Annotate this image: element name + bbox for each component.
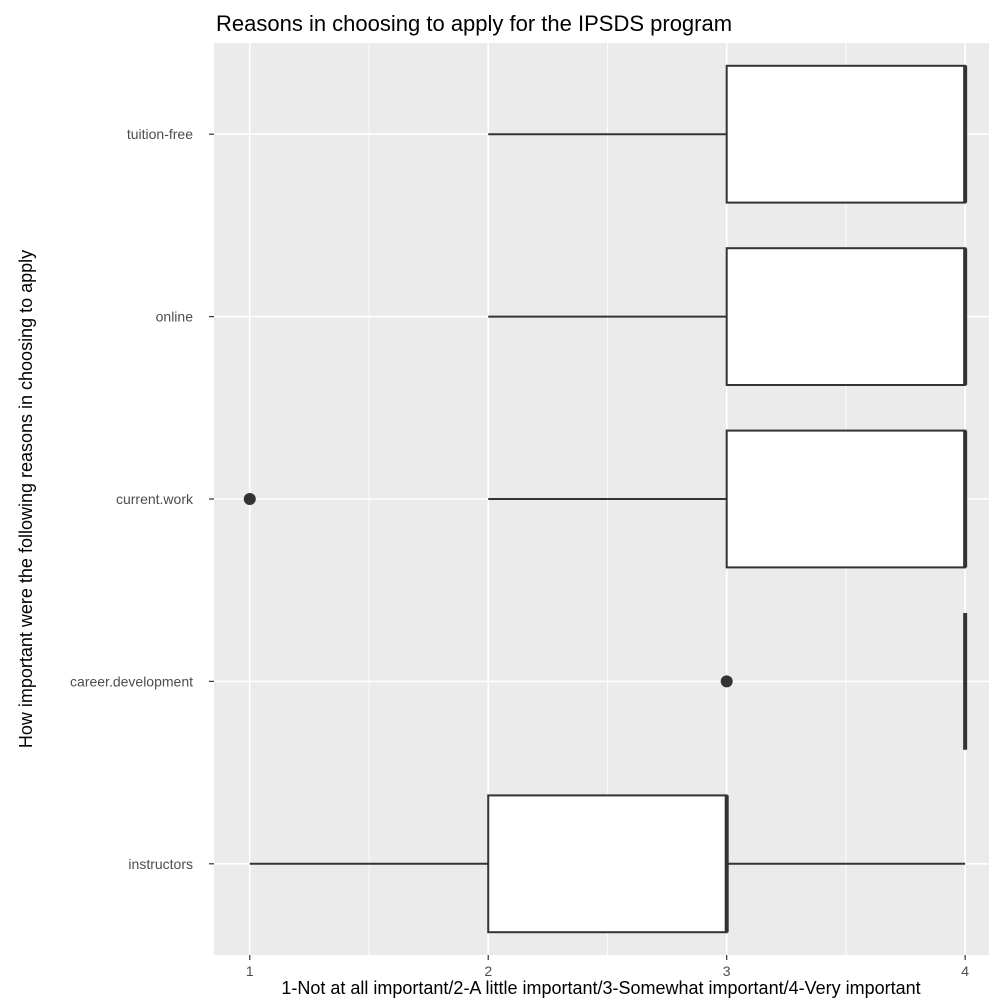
box-iqr (725, 64, 967, 204)
box-series (243, 64, 968, 934)
box-group (488, 247, 968, 386)
outlier-point (720, 675, 733, 688)
box-iqr (487, 794, 728, 934)
chart-title: Reasons in choosing to apply for the IPS… (216, 11, 732, 36)
box-iqr (725, 429, 967, 569)
y-tick-label: instructors (128, 856, 193, 872)
axes: 1 2 3 4 tuition-free online current.work career… (70, 126, 969, 979)
y-axis-title: How important were the following reasons… (16, 250, 36, 748)
y-tick-label: tuition-free (127, 126, 193, 142)
y-tick-label: online (156, 309, 194, 325)
x-tick-label: 3 (723, 963, 731, 979)
box-group (488, 64, 968, 204)
x-tick-label: 4 (961, 963, 969, 979)
x-tick-label: 1 (246, 963, 254, 979)
outlier-point (243, 493, 256, 505)
box-iqr (725, 247, 967, 386)
y-tick-label: current.work (116, 491, 194, 507)
x-tick-label: 2 (484, 963, 492, 979)
box-group (249, 794, 966, 934)
box-group (720, 613, 968, 750)
box-group (243, 429, 968, 569)
x-axis-title: 1-Not at all important/2-A little import… (281, 978, 920, 998)
y-tick-label: career.development (70, 673, 193, 689)
